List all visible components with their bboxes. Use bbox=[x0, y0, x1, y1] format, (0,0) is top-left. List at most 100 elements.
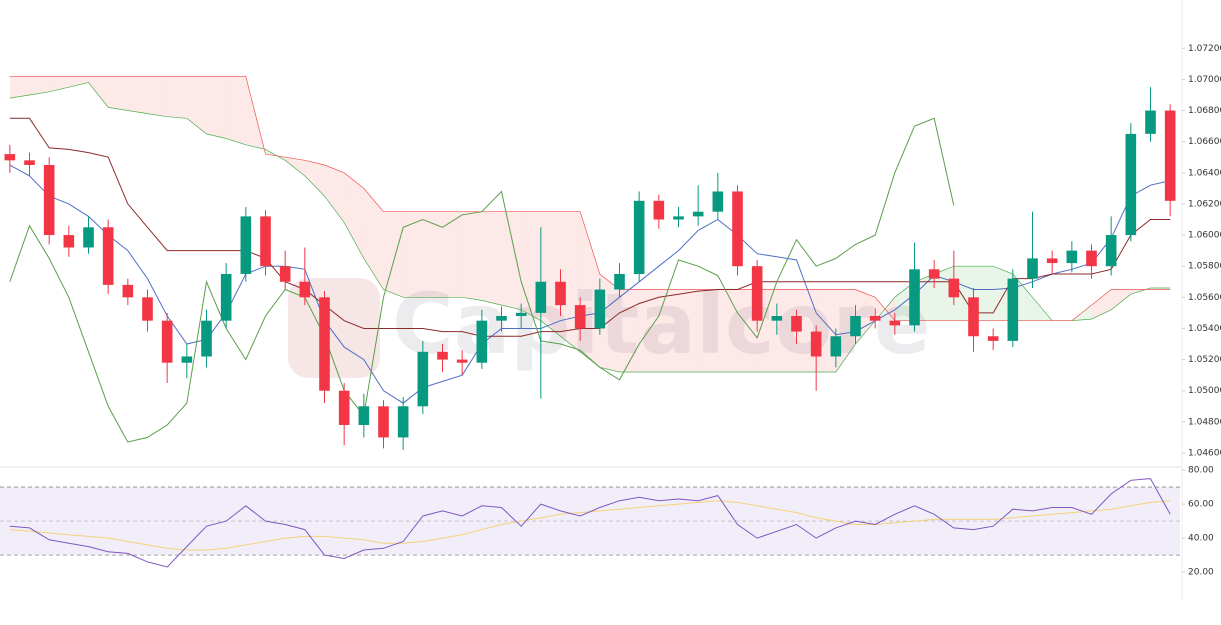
candle-body bbox=[1105, 235, 1117, 267]
candle-body bbox=[142, 297, 153, 321]
y-tick-label: 1.06000 bbox=[1188, 231, 1221, 241]
cloud-segment bbox=[206, 76, 227, 139]
cloud-segment bbox=[186, 76, 207, 134]
cloud-segment bbox=[285, 157, 305, 176]
candle-body bbox=[299, 281, 311, 298]
cloud-segment bbox=[717, 289, 738, 373]
candle-body bbox=[456, 359, 468, 363]
candle-body bbox=[122, 284, 134, 298]
candle-body bbox=[515, 312, 527, 317]
candle-body bbox=[260, 216, 271, 267]
cloud-segment bbox=[422, 211, 443, 298]
cloud-segment bbox=[540, 211, 561, 337]
candle-body bbox=[673, 216, 684, 220]
candle-body bbox=[1066, 250, 1078, 264]
candle-body bbox=[4, 154, 16, 161]
candle-body bbox=[1164, 110, 1176, 201]
candle-body bbox=[102, 227, 114, 285]
candle-body bbox=[338, 390, 350, 425]
candle-body bbox=[692, 211, 704, 217]
y-tick-label: 1.05000 bbox=[1188, 386, 1221, 396]
y-tick-label: 1.04800 bbox=[1188, 417, 1221, 427]
cloud-segment bbox=[776, 289, 797, 373]
candle-body bbox=[319, 297, 330, 391]
y-tick-label: 1.07200 bbox=[1188, 44, 1221, 54]
candle-body bbox=[928, 269, 940, 279]
candle-body bbox=[732, 191, 743, 267]
candle-body bbox=[594, 289, 606, 329]
cloud-segment bbox=[619, 289, 640, 373]
candle-body bbox=[909, 269, 920, 326]
candle-body bbox=[574, 305, 586, 329]
candle-body bbox=[1125, 133, 1137, 236]
candle-body bbox=[869, 316, 881, 321]
cloud-segment bbox=[147, 76, 168, 117]
candle-body bbox=[181, 356, 193, 363]
indicator-line bbox=[9, 478, 1171, 568]
cloud-segment bbox=[167, 76, 187, 119]
cloud-segment bbox=[304, 160, 325, 197]
candle-body bbox=[397, 406, 409, 438]
cloud-segment bbox=[442, 211, 463, 298]
candle-body bbox=[771, 316, 783, 321]
cloud-segment bbox=[127, 76, 148, 114]
cloud-segment bbox=[383, 211, 404, 298]
candle-body bbox=[791, 316, 802, 332]
candle-body bbox=[358, 406, 370, 425]
cloud-segment bbox=[68, 76, 89, 88]
candle-body bbox=[555, 281, 566, 306]
cloud-segment bbox=[88, 76, 109, 108]
cloud-segment bbox=[324, 165, 345, 223]
candle-body bbox=[496, 316, 507, 321]
candle-body bbox=[987, 336, 999, 341]
y-tick-label: 1.05800 bbox=[1188, 262, 1221, 272]
candle-body bbox=[220, 273, 232, 321]
cloud-segment bbox=[344, 172, 364, 259]
cloud-segment bbox=[462, 211, 482, 301]
candle-body bbox=[161, 320, 173, 363]
candle-body bbox=[24, 160, 35, 166]
candle-body bbox=[850, 316, 861, 337]
candle-body bbox=[1145, 110, 1156, 134]
cloud-segment bbox=[481, 211, 502, 306]
cloud-segment bbox=[1091, 289, 1112, 320]
cloud-segment bbox=[9, 76, 30, 99]
cloud-segment bbox=[658, 289, 679, 373]
y-tick-label: 1.06800 bbox=[1188, 106, 1221, 116]
candle-body bbox=[889, 320, 901, 326]
candle-body bbox=[279, 266, 291, 282]
y-tick-label: 40.00 bbox=[1188, 534, 1214, 544]
cloud-segment bbox=[108, 76, 128, 111]
candle-body bbox=[240, 216, 252, 274]
cloud-segment bbox=[501, 211, 522, 310]
candle-body bbox=[712, 191, 724, 212]
candle-body bbox=[1046, 258, 1058, 264]
y-tick-label: 1.04600 bbox=[1188, 448, 1221, 458]
watermark-logo bbox=[288, 278, 380, 378]
candle-body bbox=[535, 281, 547, 313]
cloud-segment bbox=[226, 76, 246, 145]
y-tick-label: 1.06400 bbox=[1188, 168, 1221, 178]
y-tick-label: 60.00 bbox=[1188, 500, 1214, 510]
y-tick-label: 1.06200 bbox=[1188, 199, 1221, 209]
candle-body bbox=[633, 200, 645, 274]
cloud-segment bbox=[875, 297, 895, 321]
indicator-line bbox=[9, 82, 1171, 373]
cloud-segment bbox=[363, 188, 384, 290]
cloud-segment bbox=[678, 289, 699, 373]
candle-body bbox=[810, 331, 822, 357]
candle-body bbox=[63, 235, 75, 248]
indicator-line bbox=[9, 117, 955, 443]
candle-body bbox=[83, 227, 94, 248]
y-tick-label: 1.05200 bbox=[1188, 355, 1221, 365]
candle-body bbox=[968, 297, 979, 337]
candle-body bbox=[751, 266, 763, 321]
candle-body bbox=[1027, 258, 1038, 279]
candle-body bbox=[1086, 250, 1097, 267]
cloud-segment bbox=[698, 289, 718, 373]
candle-body bbox=[830, 336, 842, 357]
candle-body bbox=[1007, 278, 1019, 341]
candle-body bbox=[417, 351, 429, 407]
candle-body bbox=[614, 273, 625, 290]
